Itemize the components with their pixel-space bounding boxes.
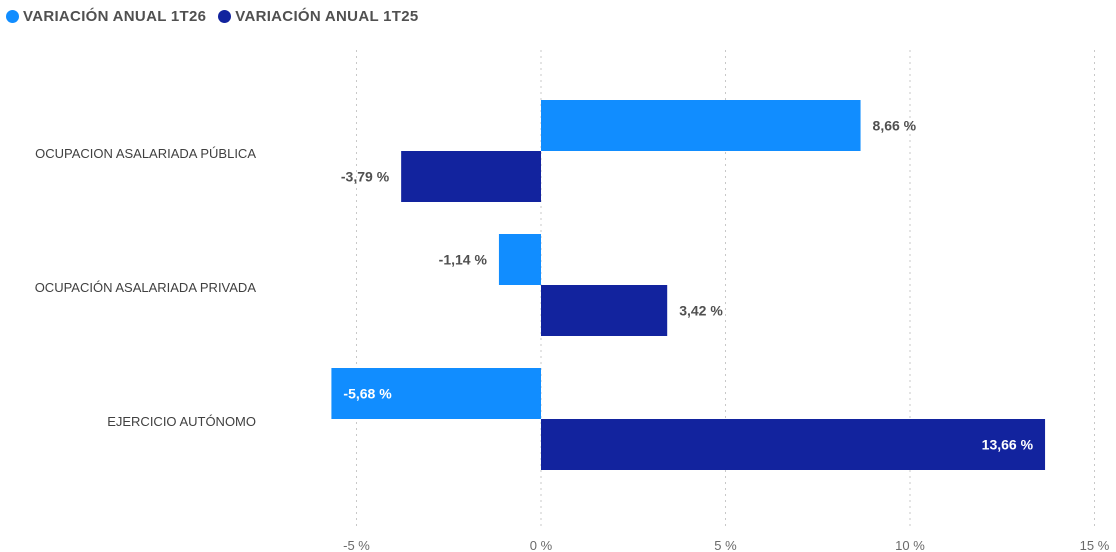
bar[interactable] (401, 151, 541, 202)
data-label: 13,66 % (982, 437, 1034, 453)
data-label: -3,79 % (341, 169, 390, 185)
legend-label-1t25: VARIACIÓN ANUAL 1T25 (235, 8, 419, 25)
legend-item-1t25[interactable]: VARIACIÓN ANUAL 1T25 (218, 8, 418, 25)
legend-label-1t26: VARIACIÓN ANUAL 1T26 (23, 8, 207, 25)
bar[interactable] (541, 100, 861, 151)
x-tick-label: 10 % (895, 538, 925, 552)
data-label: 3,42 % (679, 303, 723, 319)
bar[interactable] (331, 368, 541, 419)
category-label: OCUPACION ASALARIADA PÚBLICA (35, 146, 256, 161)
bar[interactable] (498, 234, 541, 285)
x-tick-label: -5 % (343, 538, 370, 552)
data-label: 8,66 % (873, 118, 917, 134)
legend-item-1t26[interactable]: VARIACIÓN ANUAL 1T26 (6, 8, 206, 25)
data-label: -1,14 % (439, 252, 488, 268)
x-tick-label: 15 % (1080, 538, 1110, 552)
chart-legend: VARIACIÓN ANUAL 1T26 VARIACIÓN ANUAL 1T2… (6, 8, 425, 25)
bar[interactable] (541, 285, 668, 336)
x-tick-label: 5 % (714, 538, 737, 552)
legend-marker-1t25 (218, 10, 232, 23)
category-label: EJERCICIO AUTÓNOMO (107, 414, 256, 429)
bar[interactable] (541, 419, 1046, 470)
x-tick-label: 0 % (530, 538, 553, 552)
category-label: OCUPACIÓN ASALARIADA PRIVADA (35, 280, 257, 295)
legend-marker-1t26 (6, 10, 19, 23)
data-label: -5,68 % (343, 386, 392, 402)
